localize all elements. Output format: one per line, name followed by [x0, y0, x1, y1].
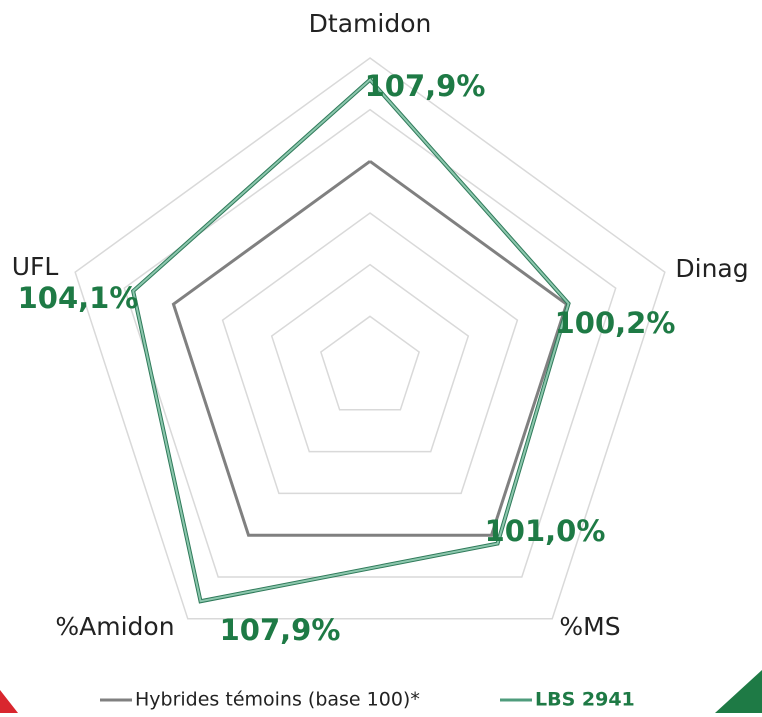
- series-line: [132, 78, 570, 603]
- grid-ring: [270, 263, 470, 453]
- labels: Dtamidon Dinag %MS %Amidon UFL 107,9% 100,2% 10…: [12, 9, 749, 647]
- axis-label: %Amidon: [55, 612, 174, 641]
- axis-label: %MS: [559, 612, 620, 641]
- series-line: [171, 160, 569, 537]
- corner-decoration: [715, 670, 762, 713]
- data-label: 104,1%: [18, 281, 139, 315]
- axis-label: Dinag: [675, 254, 748, 283]
- corner-decoration: [0, 690, 18, 713]
- grid-ring: [123, 108, 617, 578]
- grid-ring: [319, 315, 421, 411]
- data-label: 107,9%: [220, 613, 341, 647]
- legend: Hybrides témoins (base 100)* LBS 2941: [100, 689, 635, 711]
- axis-label: Dtamidon: [309, 9, 432, 38]
- data-label: 107,9%: [365, 69, 486, 103]
- grid-ring: [74, 57, 666, 620]
- data-label: 101,0%: [485, 514, 606, 548]
- legend-label: LBS 2941: [535, 689, 635, 711]
- legend-label: Hybrides témoins (base 100)*: [135, 689, 420, 711]
- data-label: 100,2%: [555, 306, 676, 340]
- marks: [130, 78, 571, 604]
- axis-label: UFL: [12, 252, 59, 281]
- grid-ring: [221, 212, 519, 495]
